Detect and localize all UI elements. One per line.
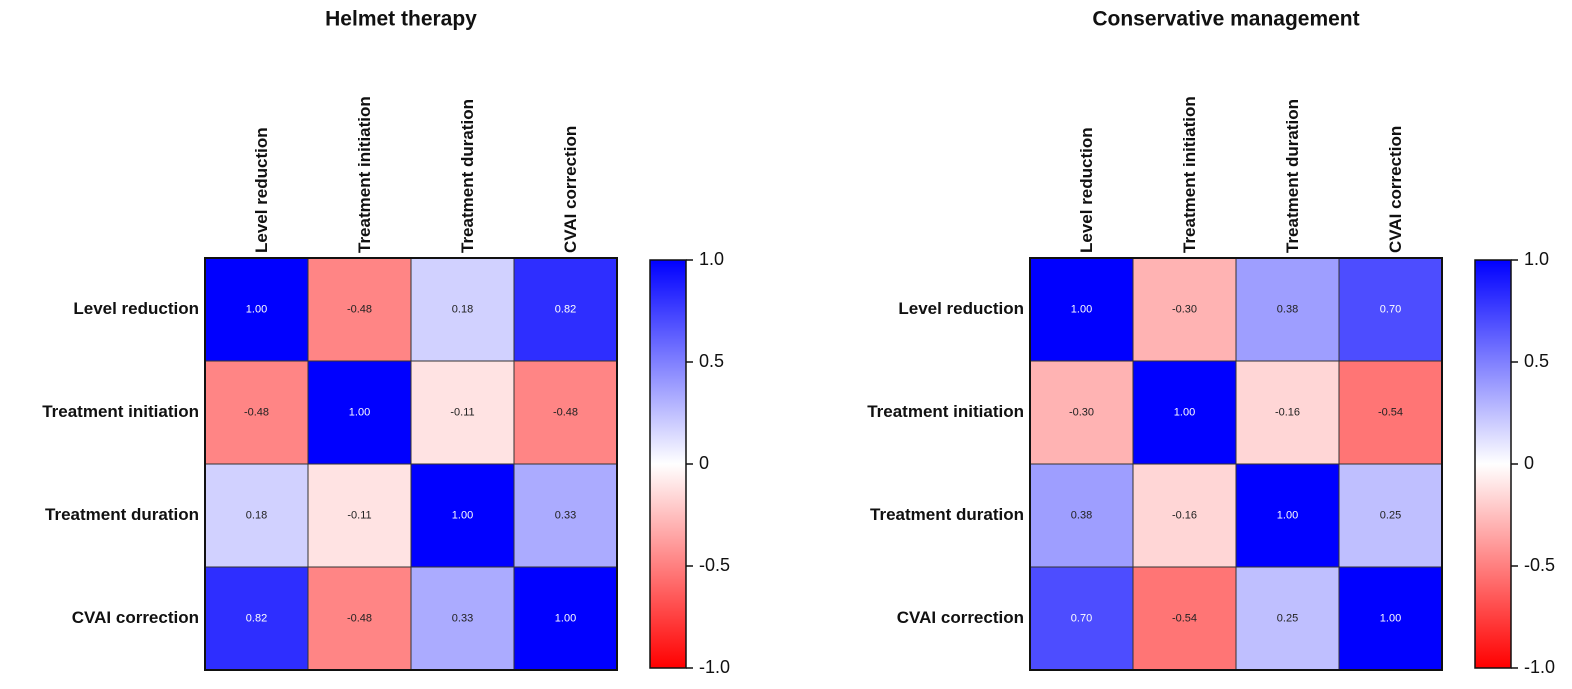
row-label: CVAI correction (897, 608, 1024, 627)
heatmap-cell (1235, 360, 1340, 465)
cell-label: 0.25 (1380, 509, 1401, 521)
colorbar-tick-label: 0.5 (1524, 351, 1549, 371)
row-label: Level reduction (73, 299, 199, 318)
colorbar-tick-label: 0.5 (699, 351, 724, 371)
cell-label: 0.38 (1277, 303, 1298, 315)
cell-label: -0.11 (347, 509, 371, 521)
chart-title: Helmet therapy (325, 8, 477, 31)
cell-label: 1.00 (555, 612, 576, 624)
cell-label: -0.30 (1069, 406, 1094, 418)
cell-label: 0.70 (1071, 612, 1092, 624)
heatmap-cell (513, 360, 618, 465)
row-label: Treatment initiation (867, 402, 1024, 421)
cell-label: -0.48 (244, 406, 269, 418)
cell-label: 0.18 (452, 303, 473, 315)
cell-label: -0.48 (347, 612, 372, 624)
cell-label: -0.54 (1378, 406, 1403, 418)
cell-label: 0.33 (452, 612, 473, 624)
cell-label: 0.38 (1071, 509, 1092, 521)
heatmap-cell (1132, 360, 1237, 465)
column-label: Treatment initiation (355, 96, 374, 253)
cell-label: -0.11 (450, 406, 474, 418)
cell-label: 0.33 (555, 509, 576, 521)
heatmap-cell (1235, 257, 1340, 362)
heatmap-cell (307, 257, 412, 362)
heatmap-cell (513, 463, 618, 568)
colorbar (649, 259, 687, 669)
heatmap-cell (1029, 257, 1134, 362)
column-label: CVAI correction (561, 126, 580, 253)
heatmap-cell (204, 360, 309, 465)
heatmap-cell (1338, 566, 1443, 671)
column-label: Treatment initiation (1180, 96, 1199, 253)
cell-label: -0.16 (1275, 406, 1300, 418)
cell-label: 0.82 (246, 612, 267, 624)
heatmap-cell (1235, 566, 1340, 671)
cell-label: 1.00 (1380, 612, 1401, 624)
row-label: Treatment duration (45, 505, 199, 524)
heatmap-cell (204, 257, 309, 362)
heatmap-cell (1338, 463, 1443, 568)
row-label: Level reduction (898, 299, 1024, 318)
cell-label: 1.00 (452, 509, 473, 521)
colorbar-tick-label: -0.5 (1524, 555, 1555, 575)
heatmap-cell (1029, 360, 1134, 465)
heatmap-cell (307, 566, 412, 671)
colorbar (1474, 259, 1512, 669)
row-label: CVAI correction (72, 608, 199, 627)
colorbar-tick-label: 1.0 (1524, 249, 1549, 269)
row-label: Treatment duration (870, 505, 1024, 524)
row-label: Treatment initiation (42, 402, 199, 421)
column-label: Level reduction (252, 127, 271, 253)
heatmap-frame (204, 257, 618, 671)
cell-label: 0.82 (555, 303, 576, 315)
heatmap-cell (204, 566, 309, 671)
cell-label: -0.30 (1172, 303, 1197, 315)
chart-title: Conservative management (1092, 8, 1359, 31)
heatmap-cell (1029, 463, 1134, 568)
column-label: CVAI correction (1386, 126, 1405, 253)
colorbar-tick-label: 1.0 (699, 249, 724, 269)
heatmap-cell (1029, 566, 1134, 671)
colorbar-tick-label: -1.0 (1524, 657, 1555, 677)
heatmap-cell (1132, 463, 1237, 568)
heatmap-cell (410, 566, 515, 671)
heatmap-frame (1029, 257, 1443, 671)
cell-label: 0.70 (1380, 303, 1401, 315)
cell-label: 1.00 (349, 406, 370, 418)
heatmap-cell (307, 360, 412, 465)
colorbar-tick-label: -0.5 (699, 555, 730, 575)
cell-label: 1.00 (1277, 509, 1298, 521)
cell-label: 0.18 (246, 509, 267, 521)
cell-label: 1.00 (1174, 406, 1195, 418)
column-label: Treatment duration (1283, 99, 1302, 253)
colorbar-tick-label: -1.0 (699, 657, 730, 677)
column-label: Level reduction (1077, 127, 1096, 253)
cell-label: -0.48 (553, 406, 578, 418)
cell-label: -0.16 (1172, 509, 1197, 521)
cell-label: 1.00 (1071, 303, 1092, 315)
heatmap-cell (513, 257, 618, 362)
heatmap-cell (307, 463, 412, 568)
cell-label: 0.25 (1277, 612, 1298, 624)
colorbar-tick-label: 0 (1524, 453, 1534, 473)
heatmap-cell (1338, 257, 1443, 362)
cell-label: -0.48 (347, 303, 372, 315)
column-label: Treatment duration (458, 99, 477, 253)
cell-label: 1.00 (246, 303, 267, 315)
heatmap-cell (513, 566, 618, 671)
colorbar-tick-label: 0 (699, 453, 709, 473)
cell-label: -0.54 (1172, 612, 1197, 624)
heatmap-cell (1132, 566, 1237, 671)
